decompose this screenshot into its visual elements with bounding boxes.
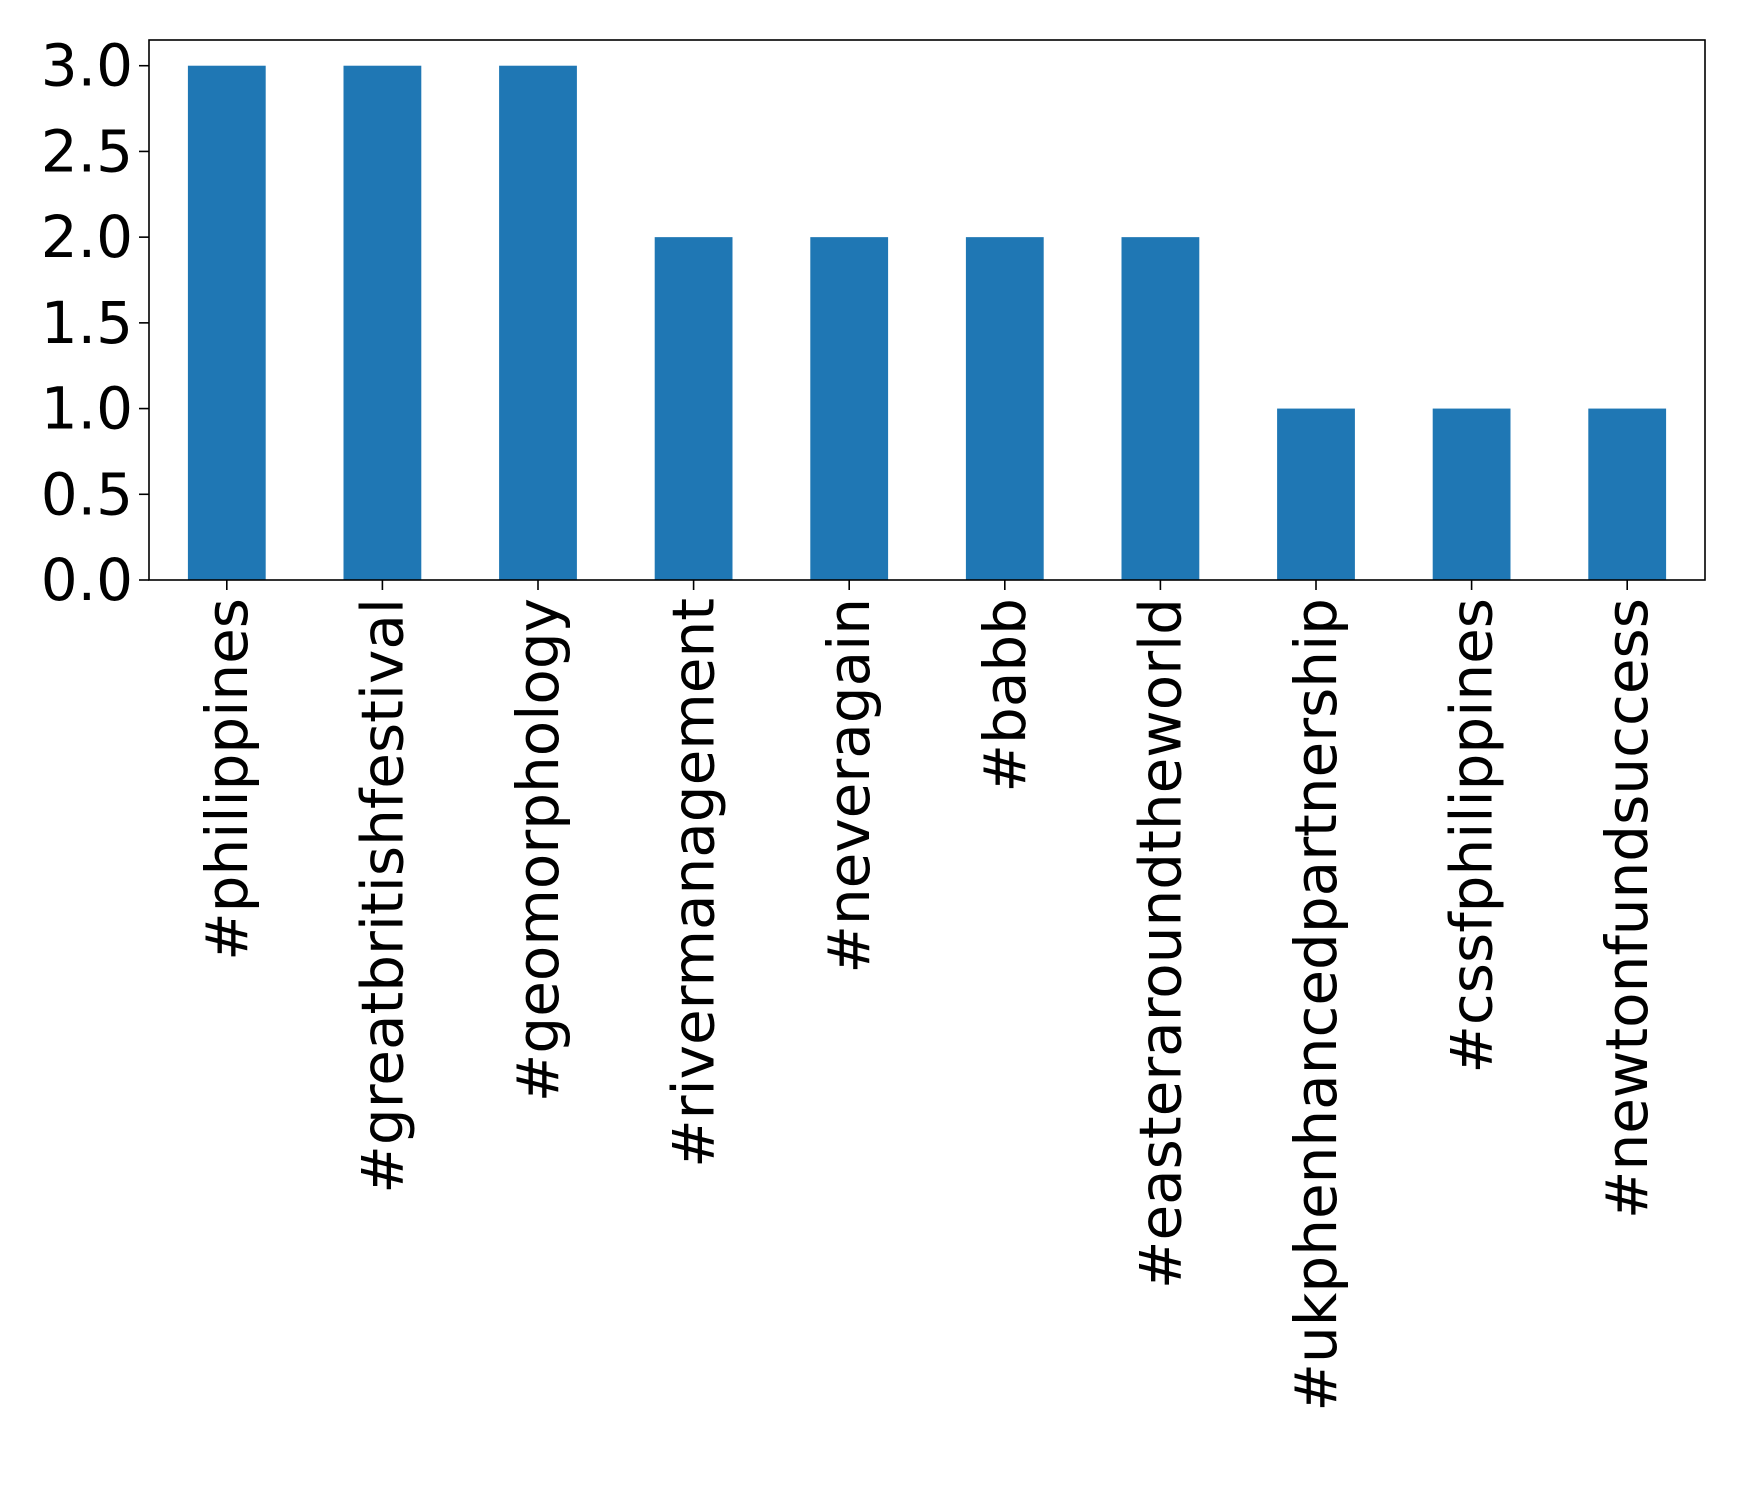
y-tick-label: 2.0 [41, 203, 133, 271]
bar-ukphenhancedpartnership [1277, 408, 1355, 580]
y-tick-label: 2.5 [41, 117, 133, 185]
bar-rivermanagement [654, 237, 733, 580]
bar-newtonfundsuccess [1588, 408, 1667, 580]
y-tick-label: 0.5 [41, 460, 133, 528]
y-axis: 0.0 0.5 1.0 1.5 2.0 2.5 3.0 [41, 32, 149, 614]
bar-philippines [187, 65, 266, 580]
bar-neveragain [810, 237, 889, 580]
plot-area-frame [148, 39, 1706, 581]
x-tick-label-geomorphology: #geomorphology [504, 598, 572, 1102]
bar-easteraroundtheworld [1121, 237, 1200, 580]
bars-group [187, 65, 1667, 580]
y-tick-label: 1.0 [41, 375, 133, 443]
x-tick-label-babb: #babb [971, 598, 1039, 793]
x-tick-label-ukphenhancedpartnership: #ukphenhancedpartnership [1282, 598, 1350, 1412]
bar-babb [965, 237, 1044, 580]
x-tick-label-newtonfundsuccess: #newtonfundsuccess [1593, 598, 1661, 1219]
bar-geomorphology [499, 65, 577, 580]
x-tick-label-cssfphilippines: #cssfphilippines [1438, 598, 1506, 1074]
y-tick-label: 0.0 [41, 546, 133, 614]
y-tick-label: 1.5 [41, 289, 133, 357]
x-tick-label-greatbritishfestival: #greatbritishfestival [348, 598, 416, 1194]
x-tick-label-philippines: #philippines [193, 598, 261, 961]
y-tick-label: 3.0 [41, 32, 133, 100]
x-axis: #philippines #greatbritishfestival #geomor… [193, 580, 1661, 1412]
x-tick-label-easteraroundtheworld: #easteraroundtheworld [1126, 598, 1194, 1289]
bar-cssfphilippines [1432, 408, 1511, 580]
x-tick-label-rivermanagement: #rivermanagement [660, 598, 728, 1168]
x-tick-label-neveragain: #neveragain [815, 598, 883, 974]
bar-greatbritishfestival [343, 65, 422, 580]
